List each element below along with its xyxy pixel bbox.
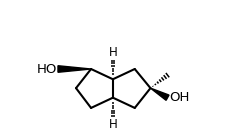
Text: H: H [109,46,117,59]
Text: OH: OH [169,91,189,104]
Text: HO: HO [37,63,57,75]
Text: H: H [109,118,117,131]
Polygon shape [150,88,169,100]
Polygon shape [58,66,91,72]
